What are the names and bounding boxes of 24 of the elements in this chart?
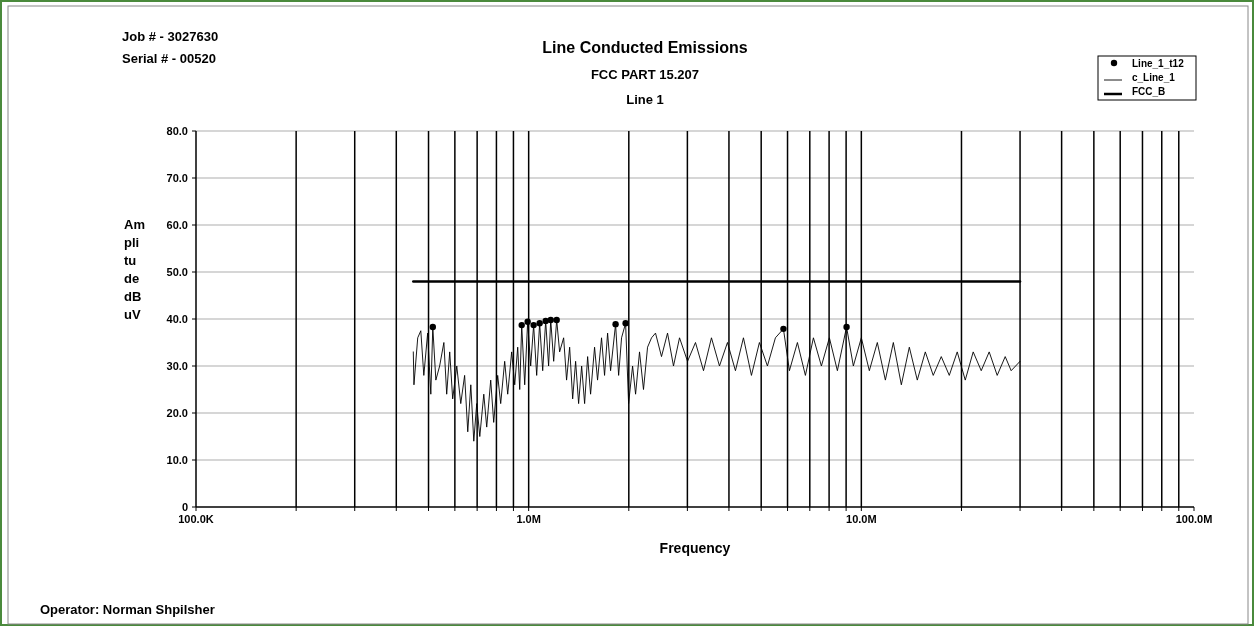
- legend-label: FCC_B: [1132, 86, 1166, 97]
- x-tick-label: 100.0K: [178, 513, 214, 525]
- y-axis-title: Amplitude dB uV: [124, 217, 145, 322]
- x-tick-label: 1.0M: [516, 513, 541, 525]
- text: Operator: Norman Shpilsher: [40, 602, 215, 617]
- y-tick-label: 10.0: [166, 453, 188, 466]
- y-tick-label: 40.0: [166, 312, 188, 325]
- chart-title: Line Conducted Emissions: [542, 39, 748, 56]
- text: Line 1: [626, 92, 664, 107]
- text: Job # - 3027630: [122, 29, 219, 44]
- x-axis-title: Frequency: [659, 540, 731, 556]
- y-tick-label: 0: [181, 500, 188, 513]
- chart-subtitle: FCC PART 15.207: [590, 67, 700, 82]
- x-tick-label: 100.0M: [1175, 513, 1213, 525]
- legend-label: Line_1_t12: [1132, 58, 1185, 69]
- y-tick-label: 30.0: [166, 359, 188, 372]
- text: Serial # - 00520: [122, 51, 216, 66]
- legend-label: c_Line_1: [1132, 72, 1176, 83]
- y-tick-label: 20.0: [166, 406, 188, 419]
- x-tick-label: 10.0M: [846, 513, 877, 525]
- y-tick-label: 70.0: [166, 171, 188, 184]
- y-tick-label: 60.0: [166, 218, 188, 231]
- y-tick-label: 80.0: [166, 124, 188, 137]
- y-tick-label: 50.0: [166, 265, 188, 278]
